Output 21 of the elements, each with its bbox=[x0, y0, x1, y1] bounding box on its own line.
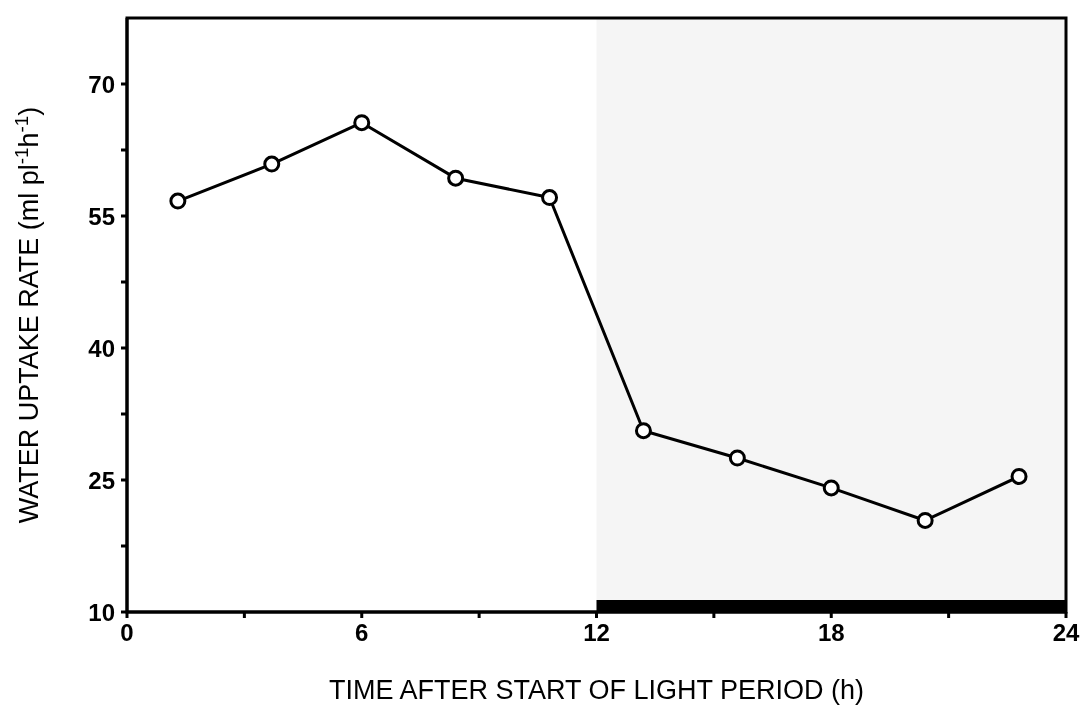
y-tick-label: 10 bbox=[88, 598, 115, 626]
y-tick-label: 55 bbox=[88, 202, 115, 230]
x-tick-label: 24 bbox=[1052, 619, 1080, 647]
x-tick-label: 12 bbox=[583, 619, 610, 647]
y-tick-label: 70 bbox=[88, 70, 115, 98]
x-tick-label: 6 bbox=[355, 619, 369, 647]
point bbox=[541, 189, 559, 207]
point bbox=[822, 479, 840, 497]
x-axis-title: TIME AFTER START OF LIGHT PERIOD (h) bbox=[328, 675, 865, 705]
point bbox=[263, 155, 281, 173]
y-tick-label: 25 bbox=[88, 466, 115, 494]
point bbox=[353, 114, 371, 132]
x-tick-label: 18 bbox=[817, 619, 845, 647]
point bbox=[447, 169, 465, 187]
x-tick-label: 0 bbox=[120, 619, 134, 647]
point bbox=[634, 422, 652, 440]
y-tick-label: 40 bbox=[88, 334, 115, 362]
point bbox=[728, 449, 746, 467]
point bbox=[916, 511, 934, 529]
point bbox=[169, 192, 187, 210]
point bbox=[1010, 467, 1028, 485]
